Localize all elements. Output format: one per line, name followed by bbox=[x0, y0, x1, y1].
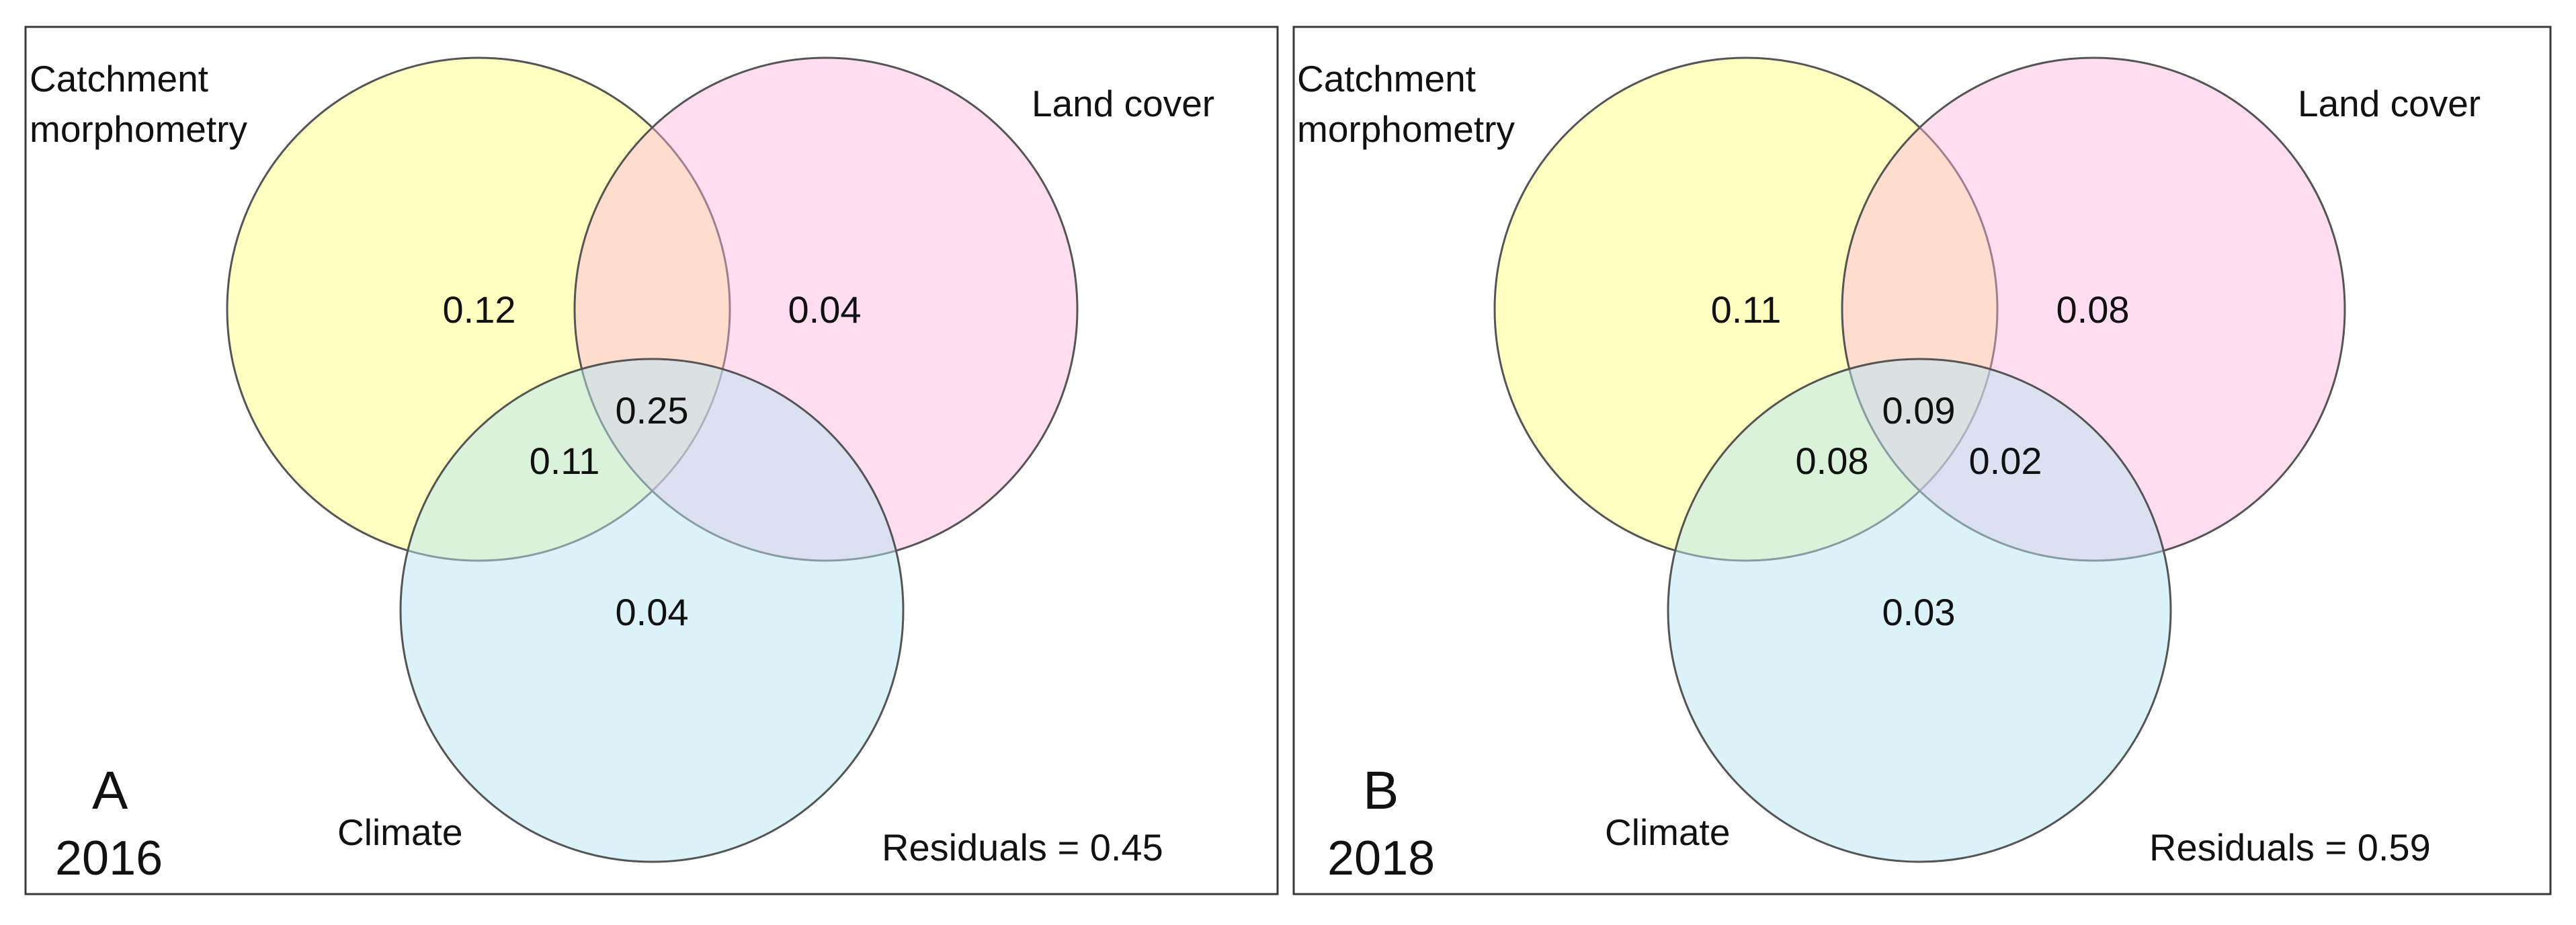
all-three-value: 0.25 bbox=[616, 389, 689, 432]
residuals-text: Residuals = 0.45 bbox=[882, 826, 1163, 869]
land-cover-only-value: 0.08 bbox=[2056, 288, 2130, 331]
panel-year: 2016 bbox=[55, 832, 163, 885]
panel-b: Catchment morphometry Land cover Climate… bbox=[1292, 26, 2552, 895]
climate-circle bbox=[399, 358, 905, 863]
climate-only-value: 0.04 bbox=[616, 591, 689, 633]
catchment-only-value: 0.11 bbox=[1711, 288, 1782, 331]
panel-year: 2018 bbox=[1327, 832, 1435, 885]
catchment-label-line1: Catchment bbox=[30, 58, 208, 99]
climate-circle bbox=[1667, 358, 2172, 863]
all-three-value: 0.09 bbox=[1882, 389, 1956, 432]
land-cover-only-value: 0.04 bbox=[788, 288, 862, 331]
land-cover-label: Land cover bbox=[1032, 83, 1214, 124]
catchment-label-line2: morphometry bbox=[30, 108, 247, 150]
climate-label: Climate bbox=[337, 811, 462, 853]
catchment-climate-value: 0.08 bbox=[1796, 440, 1869, 482]
climate-only-value: 0.03 bbox=[1882, 591, 1956, 633]
catchment-climate-value: 0.11 bbox=[530, 440, 600, 482]
catchment-label-line2: morphometry bbox=[1297, 108, 1515, 150]
catchment-label-line1: Catchment bbox=[1297, 58, 1476, 99]
land-cover-climate-value: 0.02 bbox=[1969, 440, 2042, 482]
land-cover-label: Land cover bbox=[2298, 83, 2481, 124]
residuals-text: Residuals = 0.59 bbox=[2149, 826, 2431, 869]
climate-label: Climate bbox=[1605, 811, 1730, 853]
panel-letter: B bbox=[1363, 760, 1399, 820]
catchment-only-value: 0.12 bbox=[443, 288, 516, 331]
panel-a: Catchment morphometry Land cover Climate… bbox=[24, 26, 1279, 895]
panel-letter: A bbox=[92, 760, 128, 820]
